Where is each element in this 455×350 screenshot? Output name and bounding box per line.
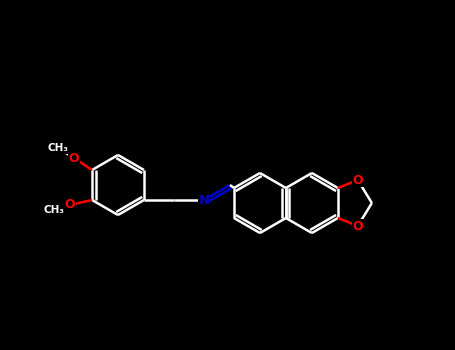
Text: O: O (353, 219, 363, 232)
Text: CH₃: CH₃ (47, 143, 69, 153)
Text: CH₃: CH₃ (44, 205, 65, 215)
Text: N: N (198, 194, 210, 206)
Text: O: O (65, 198, 76, 211)
Text: O: O (353, 174, 363, 187)
Text: O: O (69, 152, 79, 164)
